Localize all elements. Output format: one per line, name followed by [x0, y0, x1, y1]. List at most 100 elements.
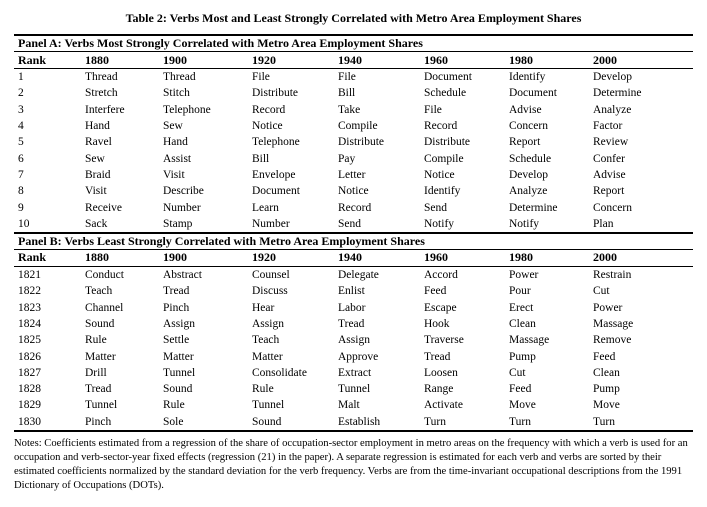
- verb-cell: Bill: [252, 152, 270, 165]
- table-row: 1828 Tread Sound Rule Tunnel Range Feed Pump: [14, 381, 693, 397]
- table-row: 1 Thread Thread File File Document Identify Dev…: [14, 69, 693, 86]
- verbs-table: Panel A: Verbs Most Strongly Correlated …: [14, 34, 693, 432]
- verb-cell: Rule: [163, 399, 185, 412]
- verb-cell: Notice: [252, 120, 283, 133]
- table-title: Table 2: Verbs Most and Least Strongly C…: [125, 11, 582, 25]
- verb-cell: File: [338, 71, 356, 84]
- verb-cell: Approve: [338, 350, 379, 363]
- verb-cell: Number: [163, 201, 201, 214]
- verb-cell: Document: [424, 71, 472, 84]
- verb-cell: Determine: [593, 87, 642, 100]
- verb-cell: Sew: [163, 120, 183, 133]
- verb-cell: Hand: [163, 136, 188, 149]
- verb-cell: Identify: [424, 185, 461, 198]
- table-row: 2 Stretch Stitch Distribute Bill Schedule Docu…: [14, 85, 693, 101]
- verb-cell: Turn: [424, 415, 446, 428]
- rank-cell: 1822: [18, 285, 41, 298]
- panel-b-title-row: Panel B: Verbs Least Strongly Correlated…: [14, 232, 693, 250]
- verb-cell: Notify: [424, 217, 455, 230]
- rank-cell: 4: [18, 120, 24, 133]
- verb-cell: Stamp: [163, 217, 193, 230]
- column-header-1940: 1940: [334, 249, 420, 267]
- verb-cell: Power: [593, 301, 623, 314]
- column-header-1900: 1900: [159, 51, 248, 69]
- verb-cell: Feed: [509, 383, 532, 396]
- verb-cell: Pump: [593, 383, 620, 396]
- table-row: 1825 Rule Settle Teach Assign Traverse Massage…: [14, 332, 693, 348]
- verb-cell: Turn: [593, 415, 615, 428]
- rank-cell: 3: [18, 103, 24, 116]
- verb-cell: Hook: [424, 318, 450, 330]
- verb-cell: Thread: [163, 71, 196, 84]
- table-row: 1824 Sound Assign Assign Tread Hook Clean Massa…: [14, 316, 693, 332]
- verb-cell: Distribute: [424, 136, 470, 149]
- verb-cell: Assign: [252, 318, 284, 330]
- verb-cell: Notice: [424, 168, 455, 181]
- column-header-1980: 1980: [505, 249, 589, 267]
- verb-cell: Receive: [85, 201, 123, 214]
- panel-b-title: Panel B: Verbs Least Strongly Correlated…: [14, 232, 693, 250]
- rank-cell: 1823: [18, 301, 41, 314]
- verb-cell: Erect: [509, 301, 534, 314]
- verb-cell: Massage: [593, 318, 634, 330]
- rank-cell: 1827: [18, 366, 41, 379]
- verb-cell: Learn: [252, 201, 279, 214]
- verb-cell: Establish: [338, 415, 381, 428]
- verb-cell: Conduct: [85, 269, 124, 282]
- verb-cell: Sound: [252, 415, 282, 428]
- table-row: 1823 Channel Pinch Hear Labor Escape Erect Powe…: [14, 300, 693, 316]
- verb-cell: Record: [338, 201, 372, 214]
- verb-cell: Power: [509, 269, 539, 282]
- verb-cell: Teach: [85, 285, 113, 298]
- verb-cell: Stitch: [163, 87, 190, 100]
- verb-cell: Compile: [338, 120, 378, 133]
- table-row: 1827 Drill Tunnel Consolidate Extract Loosen C…: [14, 365, 693, 381]
- panel-a-header-section: Panel A: Verbs Most Strongly Correlated …: [14, 35, 693, 69]
- rank-cell: 10: [18, 217, 30, 230]
- verb-cell: Cut: [593, 285, 610, 298]
- rank-cell: 5: [18, 136, 24, 149]
- verb-cell: Tread: [338, 318, 365, 330]
- column-header-rank: Rank: [14, 249, 81, 267]
- verb-cell: Analyze: [509, 185, 548, 198]
- verb-cell: Assign: [338, 334, 370, 347]
- verb-cell: Advise: [593, 168, 626, 181]
- rank-cell: 1826: [18, 350, 41, 363]
- verb-cell: Distribute: [338, 136, 384, 149]
- verb-cell: Concern: [593, 201, 632, 214]
- table-row: 5 Ravel Hand Telephone Distribute Distribute R…: [14, 134, 693, 150]
- verb-cell: Consolidate: [252, 366, 307, 379]
- column-header-2000: 2000: [589, 51, 693, 69]
- verb-cell: Identify: [509, 71, 546, 84]
- panel-a-rows: 1 Thread Thread File File Document Identify Dev…: [14, 69, 693, 233]
- verb-cell: Teach: [252, 334, 280, 347]
- verb-cell: Activate: [424, 399, 463, 412]
- table-row: 6 Sew Assist Bill Pay Compile Schedule Confer: [14, 150, 693, 166]
- verb-cell: Matter: [163, 350, 194, 363]
- verb-cell: Pinch: [85, 415, 112, 428]
- verb-cell: Move: [593, 399, 620, 412]
- verb-cell: Record: [424, 120, 458, 133]
- verb-cell: Distribute: [252, 87, 298, 100]
- verb-cell: Tread: [85, 383, 112, 396]
- verb-cell: Sound: [85, 318, 115, 330]
- verb-cell: Describe: [163, 185, 204, 198]
- panel-b-column-header-row: Rank 1880 1900 1920 1940 1960 1980 2000: [14, 249, 693, 267]
- verb-cell: Telephone: [163, 103, 211, 116]
- column-header-1920: 1920: [248, 249, 334, 267]
- verb-cell: File: [252, 71, 270, 84]
- verb-cell: Hand: [85, 120, 110, 133]
- verb-cell: Number: [252, 217, 290, 230]
- verb-cell: Tunnel: [252, 399, 285, 412]
- table-row: 3 Interfere Telephone Record Take File Advise A…: [14, 102, 693, 118]
- column-header-1920: 1920: [248, 51, 334, 69]
- verb-cell: Discuss: [252, 285, 288, 298]
- verb-cell: Sole: [163, 415, 184, 428]
- verb-cell: Schedule: [509, 152, 552, 165]
- column-header-1880: 1880: [81, 51, 159, 69]
- rank-cell: 1830: [18, 415, 41, 428]
- verb-cell: Report: [593, 185, 625, 198]
- rank-cell: 1821: [18, 269, 41, 282]
- verb-cell: Braid: [85, 168, 111, 181]
- verb-cell: Clean: [509, 318, 536, 330]
